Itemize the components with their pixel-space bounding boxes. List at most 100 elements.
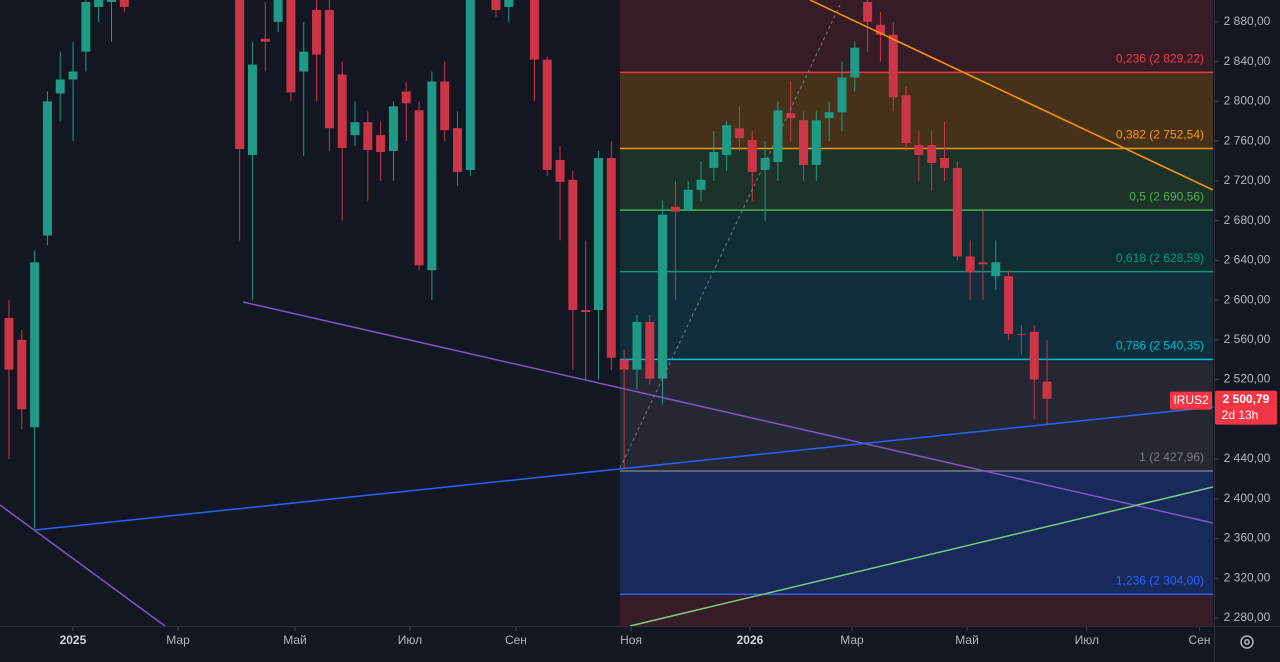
fib-label: 0,5 (2 690,56) [1129, 189, 1204, 203]
y-tick-label: 2 280,00 [1224, 610, 1271, 624]
candle-body [350, 122, 360, 136]
candle-body [337, 74, 347, 149]
x-tick-label: Мар [840, 633, 864, 647]
fib-zone [620, 471, 1213, 595]
candle-body [440, 81, 450, 131]
symbol-tag [1170, 391, 1212, 410]
fib-zone [620, 271, 1213, 360]
fib-zone [620, 594, 1213, 626]
candle-body [914, 145, 924, 156]
fib-zone [620, 148, 1213, 211]
fib-zone [620, 0, 1213, 73]
x-tick-label: Май [283, 633, 307, 647]
candle-body [542, 59, 552, 170]
candle-body [978, 262, 988, 265]
candle-body [376, 135, 386, 153]
gear-ring[interactable] [1240, 635, 1254, 649]
price-tag-label: 2 500,79 [1223, 392, 1270, 406]
candle-body [786, 113, 796, 119]
candle-body [491, 0, 501, 10]
candle-body [453, 128, 463, 172]
candle-body [901, 95, 911, 144]
candle-body [709, 152, 719, 168]
candle-body [68, 71, 78, 80]
candle-body [683, 189, 693, 210]
candle-body [837, 77, 847, 113]
candle-body [42, 101, 52, 236]
y-tick-label: 2 600,00 [1224, 292, 1271, 306]
settings-icon[interactable] [1240, 635, 1254, 649]
candle-body [670, 206, 680, 212]
candle-body [734, 128, 744, 139]
y-tick-label: 2 720,00 [1224, 173, 1271, 187]
candle-body [324, 9, 334, 129]
candle-body [593, 157, 603, 311]
fib-label: 1 (2 427,96) [1139, 450, 1204, 464]
y-tick-label: 2 840,00 [1224, 54, 1271, 68]
candle-body [286, 0, 296, 93]
candle-body [824, 112, 834, 119]
candle-body [606, 157, 616, 358]
candle-body [260, 38, 270, 42]
candle-body [645, 321, 655, 379]
candle-body [388, 106, 398, 152]
x-tick-label: Сен [505, 633, 527, 647]
candle-body [747, 140, 757, 172]
candle-body [952, 167, 962, 257]
y-tick-label: 2 400,00 [1224, 491, 1271, 505]
y-tick-label: 2 360,00 [1224, 531, 1271, 545]
candle-body [888, 34, 898, 98]
candle-body [1016, 333, 1026, 335]
trend-line [0, 504, 166, 626]
candle-body [235, 0, 245, 150]
candle-body [581, 310, 591, 313]
candle-body [619, 359, 629, 370]
candle-body [940, 157, 950, 168]
y-tick-label: 2 880,00 [1224, 14, 1271, 28]
trend-line [34, 406, 1213, 531]
y-tick-label: 2 640,00 [1224, 253, 1271, 267]
fib-zone [620, 72, 1213, 149]
candle-body [81, 1, 91, 52]
y-tick-label: 2 560,00 [1224, 332, 1271, 346]
candle-body [875, 24, 885, 35]
y-tick-label: 2 760,00 [1224, 133, 1271, 147]
candle-body [106, 0, 116, 2]
countdown: 2d 13h [1222, 408, 1259, 422]
candle-body [247, 64, 257, 156]
gear-hub[interactable] [1244, 639, 1250, 645]
candle-body [850, 47, 860, 78]
fib-label: 0,382 (2 752,54) [1116, 128, 1204, 142]
candle-body [1004, 276, 1014, 334]
candle-body [299, 51, 309, 72]
candle-body [414, 110, 424, 266]
x-tick-label: Ноя [620, 633, 642, 647]
candle-body [991, 262, 1001, 277]
candle-body [529, 0, 539, 60]
fib-zone [620, 210, 1213, 272]
fib-trend-line [619, 4, 841, 469]
trend-line [629, 486, 1213, 626]
overlay: 0,236 (2 829,22) 0,382 (2 752,54) 0,5 (2 6… [1116, 51, 1204, 587]
x-tick-label: Мар [166, 633, 190, 647]
fib-zones [620, 0, 1213, 626]
fib-label: 1,236 (2 304,00) [1116, 573, 1204, 587]
candle-body [363, 122, 373, 151]
candle-body [465, 0, 475, 170]
y-tick-label: 2 520,00 [1224, 372, 1271, 386]
y-tick-label: 2 440,00 [1224, 451, 1271, 465]
x-tick-label: Сен [1189, 633, 1211, 647]
candle-body [760, 157, 770, 170]
candles [4, 0, 1052, 529]
y-tick-label: 2 680,00 [1224, 213, 1271, 227]
candle-body [811, 120, 821, 165]
candle-body [965, 256, 975, 273]
candle-body [863, 1, 873, 22]
candle-body [504, 0, 514, 7]
fib-zone [620, 359, 1213, 472]
fib-label: 0,786 (2 540,35) [1116, 339, 1204, 353]
candle-body [4, 317, 14, 370]
candle-body [632, 321, 642, 370]
y-tick-label: 2 320,00 [1224, 570, 1271, 584]
